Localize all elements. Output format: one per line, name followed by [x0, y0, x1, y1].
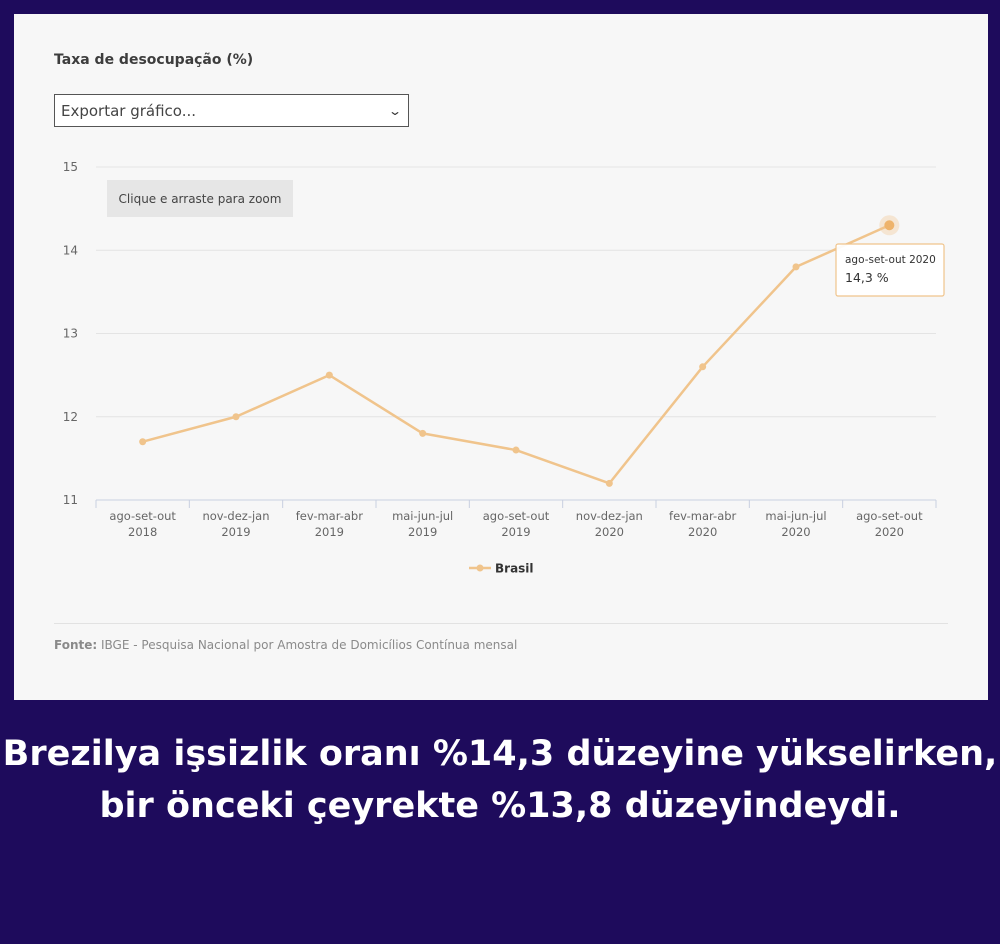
data-point	[419, 429, 427, 437]
data-point	[699, 363, 707, 371]
tooltip-box	[835, 243, 945, 297]
data-point	[139, 438, 147, 446]
line-chart[interactable]: 11 12 13 14 15 ago-set-out 2018 nov-dez-jan 2019…	[14, 14, 988, 614]
x-tick-label: nov-dez-jan	[202, 509, 269, 523]
data-point	[605, 479, 613, 487]
x-tick-label-year: 2019	[221, 525, 250, 539]
zoom-hint-box	[107, 180, 293, 217]
x-tick-label: ago-set-out	[483, 509, 550, 523]
x-tick-label-year: 2019	[315, 525, 344, 539]
footer-divider	[54, 623, 948, 624]
x-tick-label: fev-mar-abr	[296, 509, 364, 523]
data-point	[325, 371, 333, 379]
series-line-brasil	[142, 224, 890, 485]
caption-text: Brezilya işsizlik oranı %14,3 düzeyine y…	[2, 734, 998, 826]
x-tick-label-year: 2018	[128, 525, 157, 539]
zoom-hint-text: Clique e arraste para zoom	[119, 192, 282, 206]
y-tick-label: 13	[63, 327, 78, 341]
tooltip-title: ago-set-out 2020	[845, 254, 936, 266]
source-note: Fonte: IBGE - Pesquisa Nacional por Amos…	[54, 638, 517, 652]
tooltip-value: 14,3 %	[845, 270, 889, 285]
x-tick-label-year: 2020	[595, 525, 624, 539]
chart-title: Taxa de desocupação (%)	[54, 52, 254, 68]
x-tick-label: mai-jun-jul	[392, 509, 453, 523]
x-tick-label-year: 2019	[501, 525, 530, 539]
y-tick-label: 12	[63, 410, 78, 424]
x-tick-label: ago-set-out	[109, 509, 176, 523]
x-tick-label-year: 2020	[781, 525, 810, 539]
x-tick-label: ago-set-out	[856, 509, 923, 523]
x-tick-label: mai-jun-jul	[765, 509, 826, 523]
legend-label-brasil: Brasil	[495, 562, 534, 576]
x-tick-label-year: 2019	[408, 525, 437, 539]
data-point	[792, 263, 800, 271]
source-text: IBGE - Pesquisa Nacional por Amostra de …	[101, 638, 518, 652]
chevron-down-icon: ⌄	[387, 103, 403, 118]
x-tick-label: nov-dez-jan	[576, 509, 643, 523]
export-select-value: Exportar gráfico...	[61, 101, 197, 120]
chart-panel: Taxa de desocupação (%) Exportar gráfico…	[14, 14, 988, 700]
data-point	[512, 446, 520, 454]
x-tick-label: fev-mar-abr	[669, 509, 737, 523]
export-chart-select[interactable]: Exportar gráfico... ⌄	[54, 94, 409, 127]
y-tick-label: 11	[63, 493, 78, 507]
data-point	[232, 413, 240, 421]
y-tick-label: 15	[63, 160, 78, 174]
source-label: Fonte:	[54, 638, 98, 652]
legend-marker	[476, 564, 484, 572]
x-tick-label-year: 2020	[688, 525, 717, 539]
hover-point	[884, 220, 895, 231]
y-tick-label: 14	[63, 243, 78, 257]
x-tick-label-year: 2020	[875, 525, 904, 539]
